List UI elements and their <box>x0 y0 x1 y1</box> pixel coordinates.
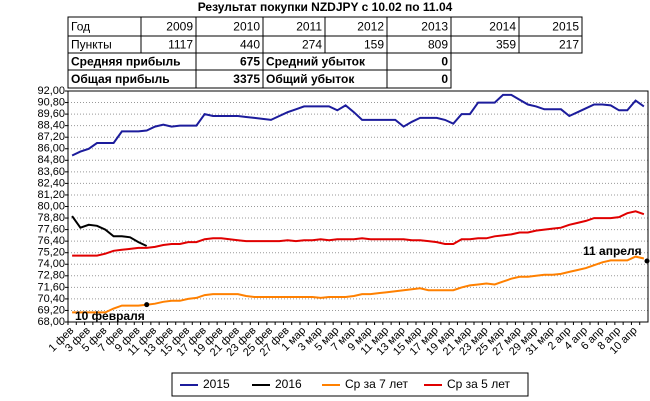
table-text: Общий убыток <box>266 72 355 86</box>
table-text: 3375 <box>233 72 260 86</box>
chart-title: Результат покупки NZDJPY с 10.02 по 11.0… <box>198 0 453 14</box>
table-text: 1117 <box>168 38 193 52</box>
table-text: 0 <box>441 55 448 69</box>
table-text: 359 <box>496 38 516 52</box>
table-text: 2012 <box>357 20 384 34</box>
y-tick-label: 90,80 <box>37 96 65 108</box>
table-text: 217 <box>559 38 579 52</box>
y-tick-label: 72,80 <box>37 270 65 282</box>
series-line <box>71 215 148 247</box>
y-tick-label: 92,00 <box>37 85 65 97</box>
y-tick-label: 69,20 <box>37 304 65 316</box>
legend-label: 2016 <box>275 377 302 391</box>
series-line <box>72 255 645 314</box>
y-tick-label: 71,60 <box>37 281 65 293</box>
y-tick-label: 89,60 <box>37 108 65 120</box>
y-tick-label: 70,40 <box>37 293 65 305</box>
series-line <box>71 93 645 157</box>
table-text: 2010 <box>233 20 260 34</box>
annotation: 11 апреля <box>583 244 642 258</box>
table-text: Год <box>71 20 90 34</box>
table-text: 809 <box>428 38 448 52</box>
legend-label: Ср за 5 лет <box>447 377 510 391</box>
y-tick-label: 84,80 <box>37 154 65 166</box>
y-tick-label: 77,60 <box>37 224 65 236</box>
table-text: 2014 <box>489 20 516 34</box>
y-tick-label: 74,00 <box>37 258 65 270</box>
legend-label: Ср за 7 лет <box>345 377 408 391</box>
table-text: 440 <box>240 38 260 52</box>
legend-label: 2015 <box>203 377 230 391</box>
y-tick-label: 81,20 <box>37 189 65 201</box>
table-text: 274 <box>302 38 322 52</box>
legend-box <box>171 372 529 397</box>
table-text: 159 <box>364 38 384 52</box>
y-tick-label: 88,40 <box>37 120 65 132</box>
table-text: Общая прибыль <box>71 72 170 86</box>
table-cell <box>518 35 583 54</box>
annotation: 10 февраля <box>75 309 145 323</box>
y-tick-label: 80,00 <box>37 200 65 212</box>
table-text: Средний убыток <box>266 55 366 69</box>
table-text: 675 <box>240 55 260 69</box>
table-text: 2009 <box>166 20 193 34</box>
table-text: 2015 <box>552 20 579 34</box>
table-text: Средняя прибыль <box>71 55 181 69</box>
y-tick-label: 87,20 <box>37 131 65 143</box>
y-tick-label: 68,00 <box>37 316 65 328</box>
series-line <box>72 210 645 257</box>
y-tick-label: 83,60 <box>37 166 65 178</box>
y-tick-label: 76,40 <box>37 235 65 247</box>
y-tick-label: 75,20 <box>37 247 65 259</box>
annotation-dot <box>144 302 150 308</box>
table-cell <box>386 69 452 89</box>
annotation-dot <box>644 258 650 264</box>
table-text: 0 <box>441 72 448 86</box>
table-text: Пункты <box>71 38 112 52</box>
y-tick-label: 86,00 <box>37 143 65 155</box>
table-text: 2011 <box>296 20 322 34</box>
table-text: 2013 <box>421 20 448 34</box>
y-tick-label: 82,40 <box>37 177 65 189</box>
y-tick-label: 78,80 <box>37 212 65 224</box>
